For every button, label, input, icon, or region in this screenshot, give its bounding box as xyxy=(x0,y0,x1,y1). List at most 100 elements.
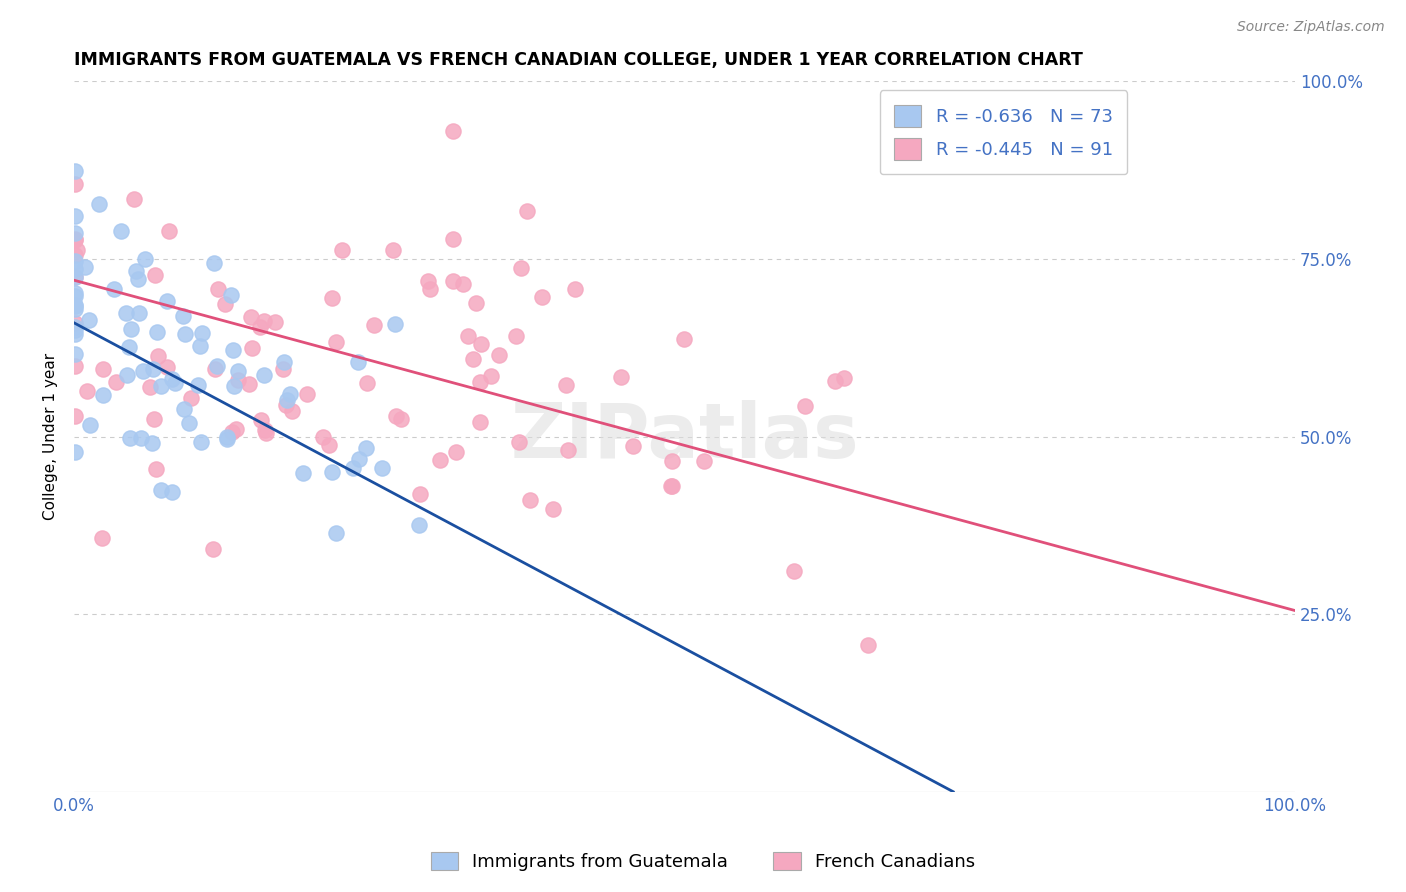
Point xyxy=(363,318,385,333)
Point xyxy=(793,399,815,413)
Point xyxy=(783,564,806,578)
Point xyxy=(278,387,301,401)
Point xyxy=(190,434,212,449)
Point xyxy=(312,430,335,444)
Point xyxy=(160,372,183,386)
Point xyxy=(65,233,87,247)
Point xyxy=(172,309,194,323)
Point xyxy=(76,384,98,399)
Point xyxy=(65,226,87,240)
Point xyxy=(79,417,101,432)
Point xyxy=(274,398,297,412)
Point xyxy=(325,334,347,349)
Point xyxy=(65,445,87,459)
Point xyxy=(65,269,87,284)
Point xyxy=(389,412,412,426)
Point xyxy=(65,270,87,285)
Point xyxy=(215,432,238,446)
Point xyxy=(202,256,225,270)
Point xyxy=(177,416,200,430)
Point xyxy=(465,296,488,310)
Point xyxy=(508,435,530,450)
Point xyxy=(409,487,432,501)
Point xyxy=(188,338,211,352)
Point xyxy=(174,326,197,341)
Point xyxy=(122,192,145,206)
Point xyxy=(65,359,87,373)
Point xyxy=(446,445,468,459)
Point xyxy=(824,374,846,388)
Point xyxy=(128,305,150,319)
Point xyxy=(468,415,491,429)
Point xyxy=(146,325,169,339)
Point xyxy=(214,296,236,310)
Point xyxy=(65,177,87,191)
Point xyxy=(441,274,464,288)
Point xyxy=(143,268,166,282)
Point xyxy=(129,430,152,444)
Point xyxy=(156,359,179,374)
Point xyxy=(673,332,696,346)
Point xyxy=(541,502,564,516)
Point xyxy=(505,329,527,343)
Point xyxy=(205,359,228,373)
Point xyxy=(693,454,716,468)
Point xyxy=(134,252,156,266)
Point xyxy=(226,364,249,378)
Point xyxy=(356,376,378,391)
Point xyxy=(468,376,491,390)
Point xyxy=(91,531,114,545)
Point xyxy=(160,485,183,500)
Point xyxy=(238,377,260,392)
Point xyxy=(91,362,114,376)
Point xyxy=(132,364,155,378)
Text: Source: ZipAtlas.com: Source: ZipAtlas.com xyxy=(1237,20,1385,34)
Point xyxy=(110,224,132,238)
Point xyxy=(139,380,162,394)
Point xyxy=(281,403,304,417)
Point xyxy=(239,310,262,324)
Point xyxy=(661,479,683,493)
Point xyxy=(832,371,855,385)
Point xyxy=(273,354,295,368)
Point xyxy=(65,316,87,330)
Point xyxy=(263,314,285,328)
Point xyxy=(461,352,484,367)
Point xyxy=(217,430,239,444)
Point xyxy=(623,439,645,453)
Point xyxy=(141,435,163,450)
Point xyxy=(354,441,377,455)
Point xyxy=(554,377,576,392)
Point xyxy=(87,197,110,211)
Point xyxy=(115,306,138,320)
Point xyxy=(856,638,879,652)
Point xyxy=(530,290,553,304)
Point xyxy=(661,453,683,467)
Point xyxy=(557,442,579,457)
Point xyxy=(419,282,441,296)
Point xyxy=(187,377,209,392)
Text: ZIPatlas: ZIPatlas xyxy=(510,400,859,474)
Point xyxy=(249,319,271,334)
Point xyxy=(65,323,87,337)
Point xyxy=(254,425,277,440)
Point xyxy=(115,368,138,383)
Point xyxy=(371,461,394,475)
Point xyxy=(297,387,319,401)
Point xyxy=(145,462,167,476)
Point xyxy=(180,391,202,405)
Point xyxy=(250,413,273,427)
Point xyxy=(156,293,179,308)
Point xyxy=(470,337,492,351)
Point xyxy=(65,326,87,341)
Point xyxy=(385,409,408,423)
Point xyxy=(321,291,343,305)
Point xyxy=(150,378,173,392)
Point xyxy=(219,288,242,302)
Point xyxy=(226,373,249,387)
Point xyxy=(66,244,89,258)
Point xyxy=(146,349,169,363)
Point xyxy=(65,298,87,312)
Point xyxy=(276,393,298,408)
Point xyxy=(202,542,225,557)
